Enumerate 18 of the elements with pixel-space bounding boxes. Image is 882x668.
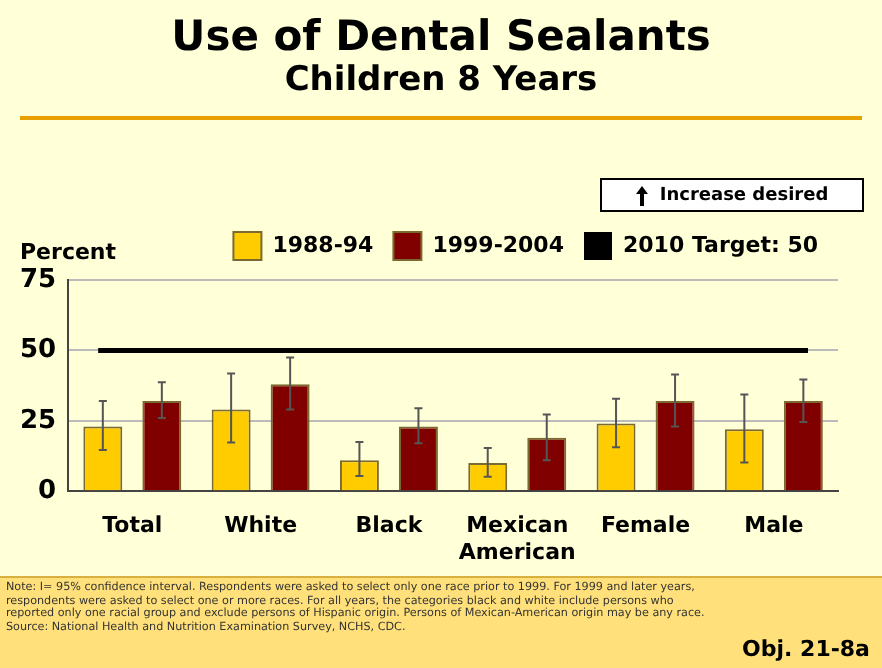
x-tick-label: Female bbox=[600, 512, 691, 539]
x-tick-label: Total bbox=[102, 512, 163, 539]
legend-label: 1988-94 bbox=[272, 231, 375, 258]
y-tick-label: 25 bbox=[19, 405, 57, 436]
x-tick-label: Male bbox=[744, 512, 804, 539]
legend-label: 2010 Target: 50 bbox=[622, 231, 819, 258]
chart-title: Use of Dental Sealants bbox=[169, 12, 713, 60]
y-tick-label: 0 bbox=[38, 475, 57, 506]
x-tick-label: White bbox=[224, 512, 298, 539]
legend-label: 1999-2004 bbox=[432, 231, 565, 258]
chart-subtitle: Children 8 Years bbox=[282, 60, 600, 102]
text: Increase desired bbox=[659, 185, 829, 205]
y-axis-title: Percent bbox=[20, 238, 117, 265]
x-tick-label: Black bbox=[355, 512, 424, 539]
y-tick-label: 75 bbox=[19, 264, 57, 295]
x-tick-label: Mexican American bbox=[458, 512, 576, 565]
y-tick-label: 50 bbox=[19, 335, 57, 366]
text: Obj. 21-8a bbox=[742, 636, 870, 662]
